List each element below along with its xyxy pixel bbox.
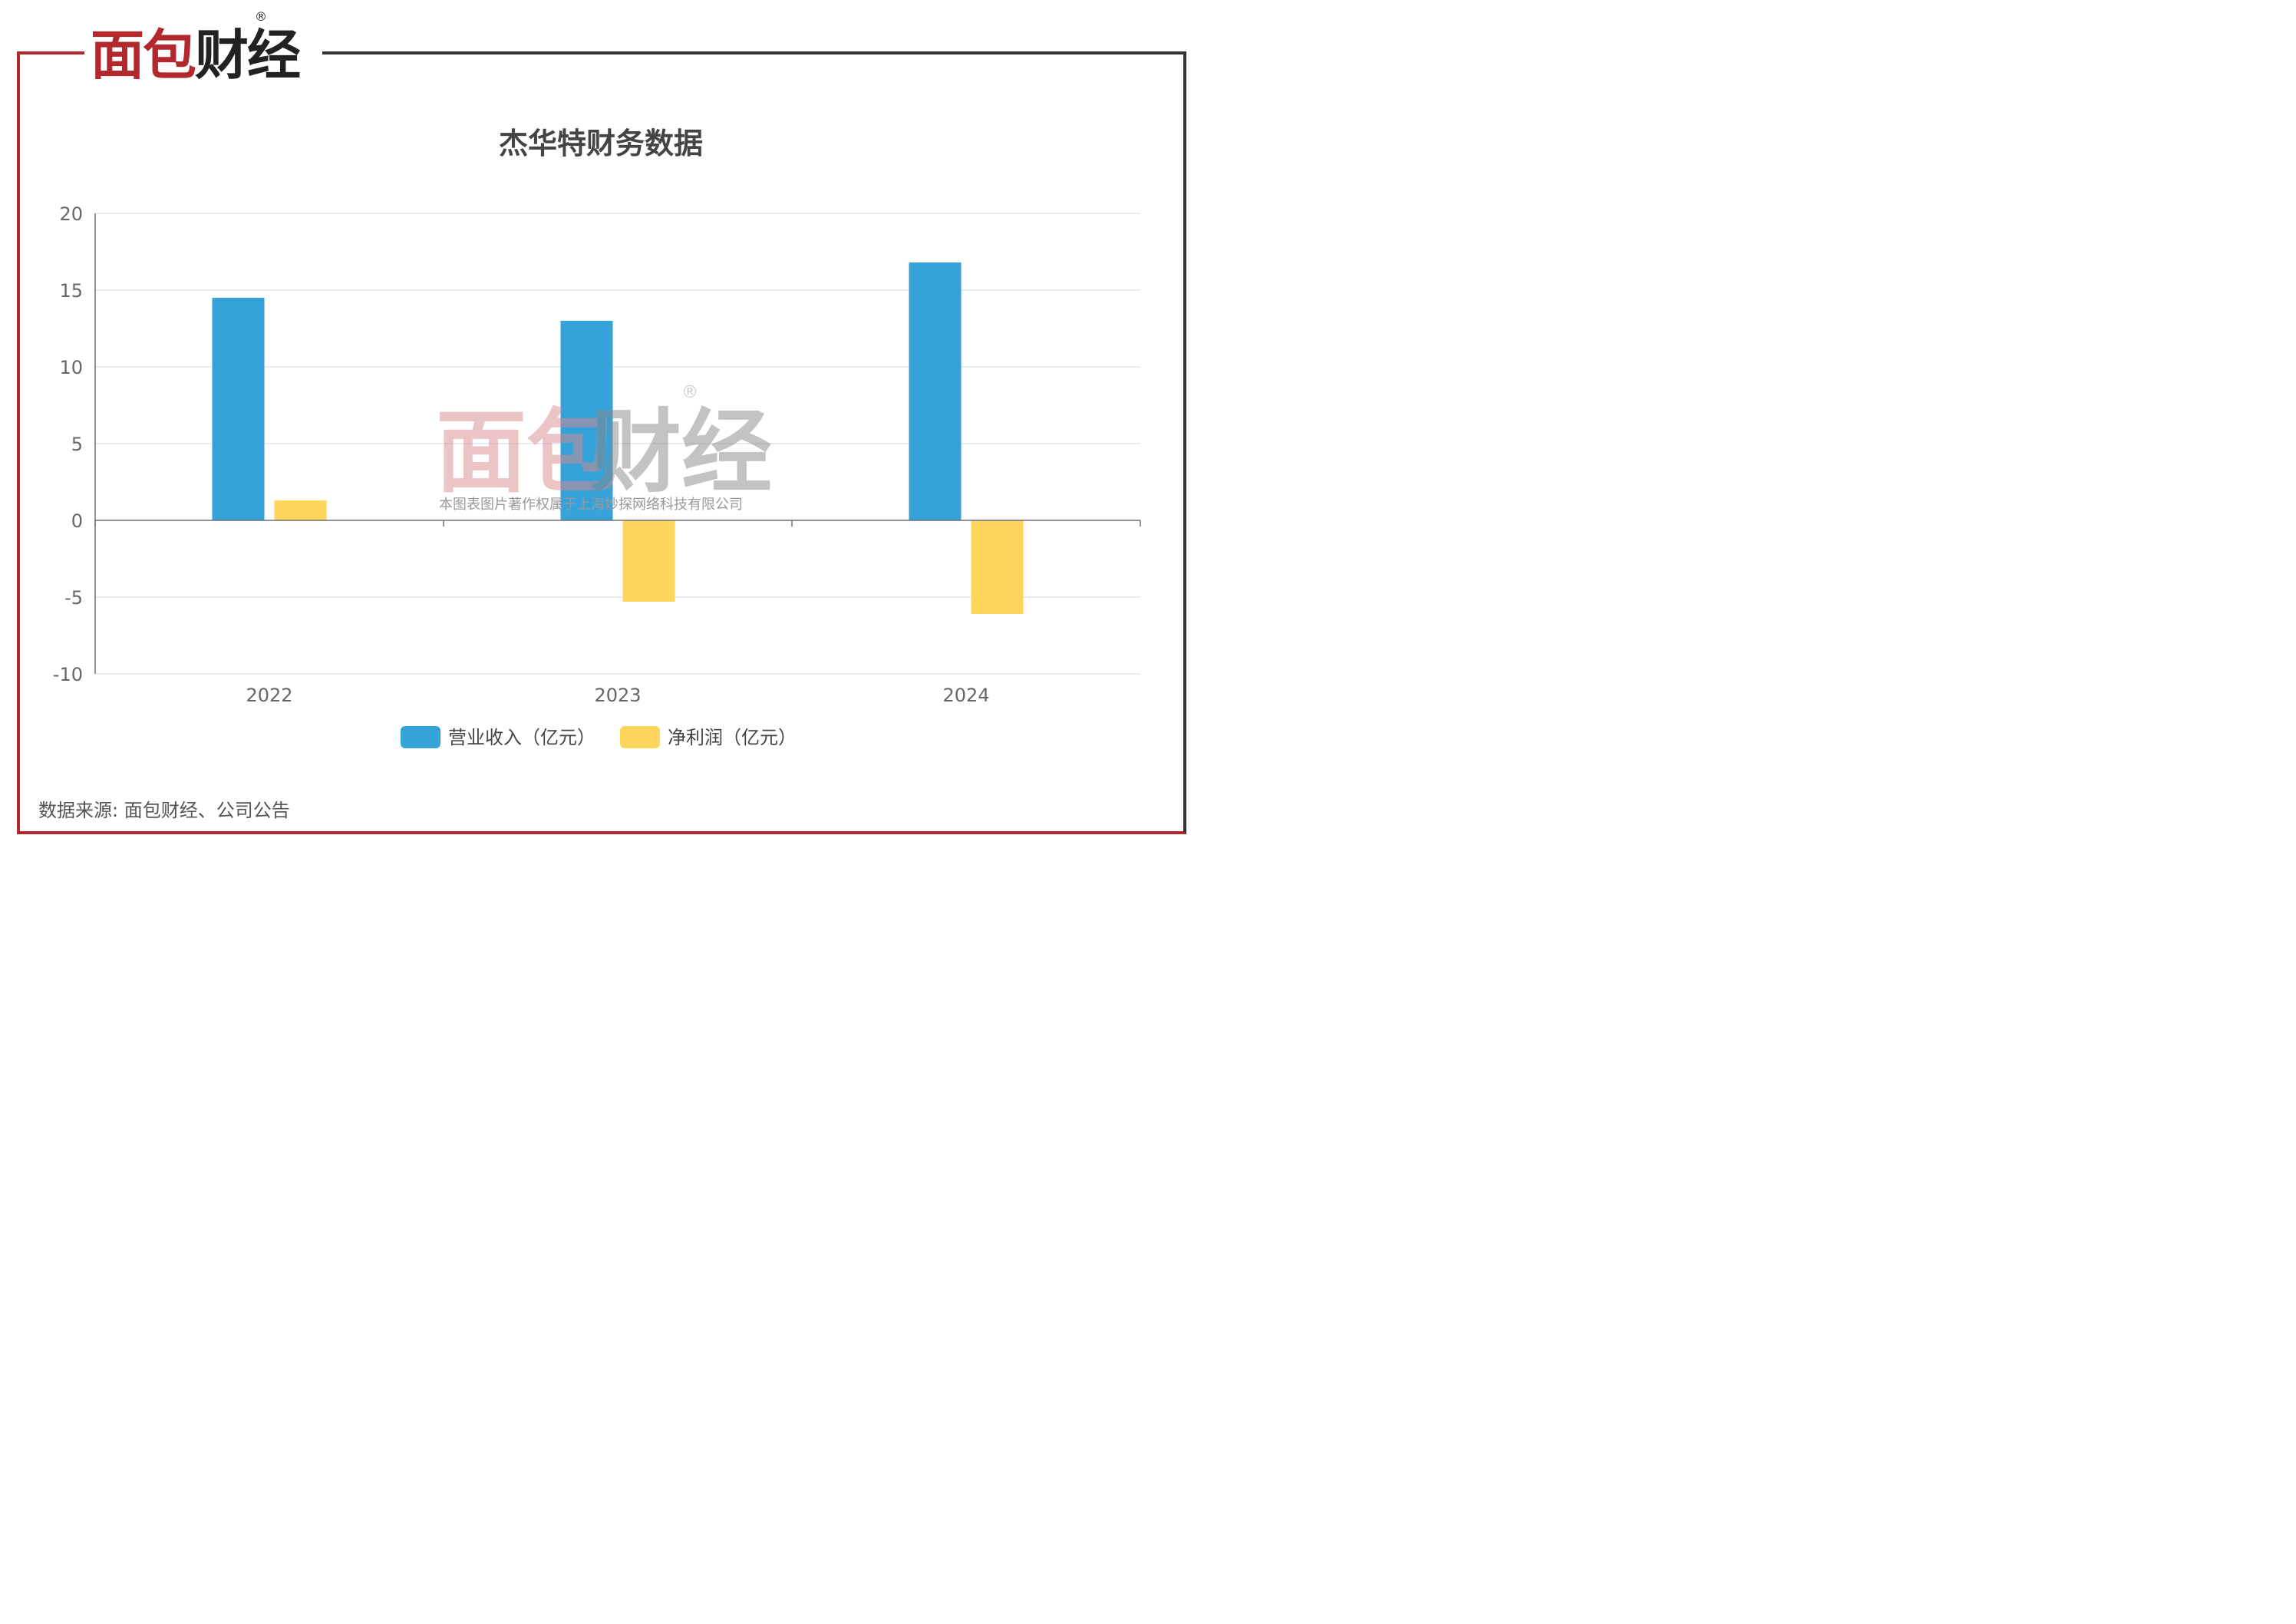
y-tick-labels: 20 15 10 5 0 -5 -10 [53, 203, 83, 685]
bar [560, 321, 613, 520]
chart-title: 杰华特财务数据 [498, 127, 703, 160]
axes [94, 213, 1141, 674]
data-source-note: 数据来源: 面包财经、公司公告 [38, 800, 290, 821]
bar [971, 520, 1024, 614]
gridlines [95, 213, 1140, 675]
brand-logo-left: 面包 [91, 24, 196, 87]
y-tick-label: 20 [59, 203, 83, 225]
legend-label: 净利润（亿元） [668, 727, 797, 748]
frame-top-line-red [17, 51, 84, 54]
brand-logo-right: 财经 [195, 24, 301, 87]
brand-logo: 面包财经 ® [86, 9, 316, 87]
bar [909, 262, 962, 520]
frame-top-line-dark [322, 51, 1186, 54]
watermark-brand-right: 财经 [591, 399, 772, 505]
x-tick-label: 2022 [246, 685, 292, 706]
legend-label: 营业收入（亿元） [448, 727, 595, 748]
y-tick-label: 0 [71, 510, 83, 532]
y-tick-label: -10 [53, 664, 83, 685]
watermark-registered-mark: ® [681, 383, 698, 402]
x-tick-label: 2023 [594, 685, 641, 706]
brand-logo-text: 面包财经 [91, 23, 301, 87]
watermark: 面包 财经 ® [436, 383, 772, 505]
x-tick-labels: 2022 2023 2024 [246, 685, 989, 706]
bar [622, 520, 675, 602]
y-tick-label: 15 [59, 280, 83, 302]
bars [212, 262, 1024, 614]
legend-swatch [620, 726, 660, 748]
bar-chart: 20 15 10 5 0 -5 -10 2022 2023 2024 面包 财经 ® 本图表图片… [53, 203, 1141, 748]
y-tick-label: -5 [64, 587, 83, 609]
y-tick-label: 10 [59, 357, 83, 378]
chart-frame [17, 53, 1186, 834]
bar [212, 298, 265, 520]
watermark-credit: 本图表图片著作权属于上海妙探网络科技有限公司 [439, 497, 743, 513]
y-tick-label: 5 [71, 434, 83, 455]
bar [274, 500, 327, 520]
legend-swatch [401, 726, 440, 748]
x-tick-label: 2024 [942, 685, 989, 706]
legend: 营业收入（亿元） 净利润（亿元） [401, 726, 797, 748]
watermark-brand-left: 面包 [436, 399, 617, 505]
registered-mark: ® [255, 9, 267, 24]
